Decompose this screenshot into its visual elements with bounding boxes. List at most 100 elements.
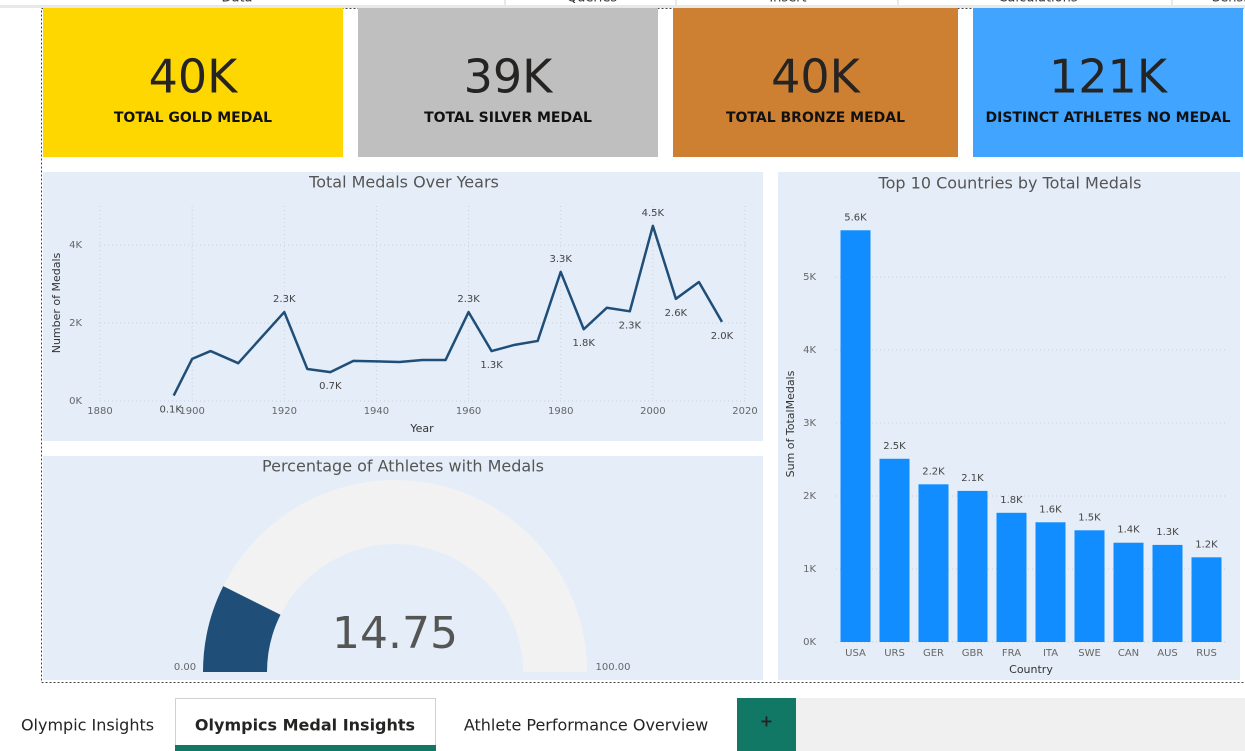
card-label: TOTAL SILVER MEDAL [424, 110, 592, 126]
ribbon: Data Queries Insert Calculations Sensitivity [221, 0, 1245, 6]
kpi-card: 121K DISTINCT ATHLETES NO MEDAL [973, 8, 1243, 157]
kpi-cards: 40K TOTAL GOLD MEDAL 39K TOTAL SILVER MEDAL… [43, 8, 1243, 157]
bar [996, 512, 1027, 642]
tabs: Olympic Insights Olympics Medal Insights A… [21, 698, 796, 751]
bar [879, 458, 910, 642]
ribbon-separators [504, 0, 1173, 5]
data-label: 2.5K [883, 441, 906, 452]
data-label: 2.6K [665, 308, 688, 319]
x-tick-label: URS [884, 648, 905, 659]
y-tick-label: 4K [803, 345, 816, 356]
x-tick-label: FRA [1002, 648, 1021, 659]
line-chart: Total Medals Over Years 0K 2K 4K 1880 1900 192… [43, 172, 763, 441]
bar [1113, 542, 1144, 642]
bar [1035, 522, 1066, 642]
data-label: 1.5K [1078, 512, 1101, 523]
ribbon-label: Insert [769, 0, 806, 6]
card-background [43, 8, 343, 157]
kpi-card: 40K TOTAL BRONZE MEDAL [673, 8, 958, 157]
tab-bar-fill [796, 698, 1245, 751]
y-tick-label: 4K [69, 240, 82, 251]
gauge-value-label: 14.75 [332, 608, 458, 659]
card-value: 121K [1049, 50, 1169, 104]
y-axis-title: Number of Medals [50, 252, 63, 353]
gauge-value [203, 586, 281, 672]
bar-chart: Top 10 Countries by Total Medals 0K 1K 2K 3K… [778, 172, 1240, 680]
tab-underline [175, 745, 436, 751]
bar [1152, 544, 1183, 642]
data-label: 1.8K [573, 338, 596, 349]
gauge-min-label: 0.00 [174, 662, 196, 673]
y-tick-label: 2K [803, 491, 816, 502]
data-label: 2.0K [711, 331, 734, 342]
card-label: DISTINCT ATHLETES NO MEDAL [985, 110, 1230, 126]
add-page-button[interactable]: + [737, 698, 796, 751]
card-value: 40K [149, 50, 240, 104]
page-tab[interactable]: Olympics Medal Insights [175, 698, 436, 751]
bar [918, 484, 949, 642]
button-label[interactable]: + [760, 712, 773, 731]
x-axis-title: Country [1009, 663, 1053, 676]
y-tick-label: 3K [803, 418, 816, 429]
x-tick-label: 1880 [87, 406, 112, 417]
card-background [358, 8, 658, 157]
x-tick-label: 1900 [179, 406, 204, 417]
bar [1191, 557, 1222, 642]
ribbon-label: Calculations [998, 0, 1078, 6]
data-label: 1.8K [1000, 495, 1023, 506]
tab-label[interactable]: Athlete Performance Overview [464, 716, 708, 735]
data-label: 3.3K [549, 254, 572, 265]
data-label: 2.1K [961, 473, 984, 484]
card-label: TOTAL BRONZE MEDAL [726, 110, 905, 126]
card-background [973, 8, 1243, 157]
data-label: 1.2K [1195, 539, 1218, 550]
data-label: 5.6K [844, 212, 867, 223]
y-axis-title: Sum of TotalMedals [784, 370, 797, 477]
data-label: 2.3K [619, 320, 642, 331]
x-tick-label: RUS [1196, 648, 1217, 659]
line [172, 224, 724, 397]
y-tick-label: 2K [69, 318, 82, 329]
x-tick-label: GBR [962, 648, 984, 659]
x-tick-label: 2000 [640, 406, 665, 417]
ribbon-label: Queries [567, 0, 617, 6]
chart-title: Top 10 Countries by Total Medals [878, 174, 1142, 193]
y-tick-label: 1K [803, 564, 816, 575]
data-label: 1.3K [480, 360, 503, 371]
gauge-chart: Percentage of Athletes with Medals 14.75 0… [43, 456, 763, 680]
page-tab[interactable]: Olympic Insights [21, 716, 154, 735]
bar [840, 230, 871, 642]
card-background [673, 8, 958, 157]
x-axis-title: Year [409, 422, 434, 435]
bar [957, 490, 988, 642]
x-tick-label: GER [923, 648, 944, 659]
data-label: 2.2K [922, 466, 945, 477]
x-tick-label: ITA [1043, 648, 1058, 659]
charts: Total Medals Over Years 0K 2K 4K 1880 1900 192… [43, 172, 1240, 680]
card-label: TOTAL GOLD MEDAL [114, 110, 272, 126]
data-label: 2.3K [273, 294, 296, 305]
ribbon-shadow [0, 5, 1245, 8]
data-label: 0.1K [159, 405, 182, 416]
y-tick-label: 0K [803, 637, 816, 648]
chart-title: Total Medals Over Years [308, 173, 499, 192]
x-tick-label: CAN [1118, 648, 1139, 659]
data-label: 1.6K [1039, 504, 1062, 515]
card-value: 39K [464, 50, 555, 104]
card-value: 40K [771, 50, 862, 104]
y-tick-label: 0K [69, 396, 82, 407]
panel [43, 172, 763, 441]
gauge-max-label: 100.00 [596, 662, 631, 673]
tab-label[interactable]: Olympics Medal Insights [195, 716, 415, 735]
kpi-card: 39K TOTAL SILVER MEDAL [358, 8, 658, 157]
x-tick-label: 1940 [364, 406, 389, 417]
x-tick-label: 1960 [456, 406, 481, 417]
button-background [737, 698, 796, 751]
ribbon-label: Data [221, 0, 252, 6]
tab-outline [175, 698, 436, 751]
tab-label[interactable]: Olympic Insights [21, 716, 154, 735]
x-tick-label: SWE [1078, 648, 1101, 659]
chart-title: Percentage of Athletes with Medals [262, 457, 544, 476]
page-tab[interactable]: Athlete Performance Overview [464, 716, 708, 735]
gauge-track [203, 480, 587, 672]
